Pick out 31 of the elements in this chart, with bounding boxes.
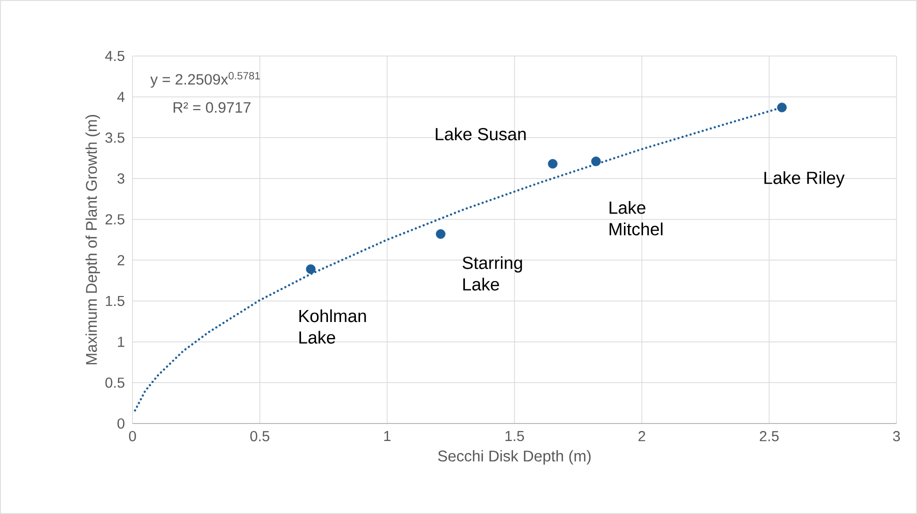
y-tick-label: 4.5 xyxy=(105,50,124,62)
annotation: Starring Lake xyxy=(462,256,522,291)
y-tick-label: 0.5 xyxy=(105,378,124,388)
y-tick-label: 3 xyxy=(117,173,124,184)
annotation: Lake Susan xyxy=(436,127,526,140)
annotation: R² = 0.9717 xyxy=(174,102,250,113)
y-tick-label: 1 xyxy=(118,336,124,347)
x-axis-title: Secchi Disk Depth (m) xyxy=(438,450,591,465)
point xyxy=(777,102,787,112)
y-tick-label: 0 xyxy=(117,418,124,429)
annotation: Lake Riley xyxy=(764,171,845,188)
x-tick-label: 1.5 xyxy=(506,431,524,442)
annotation: Kohlman Lake xyxy=(299,309,366,344)
point xyxy=(306,264,316,274)
x-tick-label: 0 xyxy=(129,431,136,442)
annotation: y = 2.2509x$^{0.5781}$ xyxy=(150,72,260,88)
point xyxy=(436,229,446,239)
y-tick-label: 2 xyxy=(118,255,124,266)
y-axis-title: Maximum Depth of Plant Growth (m) xyxy=(86,114,100,364)
x-tick-label: 2.5 xyxy=(760,431,779,442)
annotation: Lake Mitchel xyxy=(610,201,662,236)
x-tick-label: 2 xyxy=(638,431,646,442)
y-tick-label: 2.5 xyxy=(106,214,124,224)
point xyxy=(591,156,601,166)
y-tick-label: 1.5 xyxy=(106,296,124,306)
x-tick-label: 1 xyxy=(384,431,390,441)
point xyxy=(548,159,558,169)
x-tick-label: 3 xyxy=(893,431,900,442)
y-tick-label: 3.5 xyxy=(105,132,124,143)
x-tick-label: 0.5 xyxy=(250,431,270,442)
y-tick-label: 4 xyxy=(117,92,125,102)
